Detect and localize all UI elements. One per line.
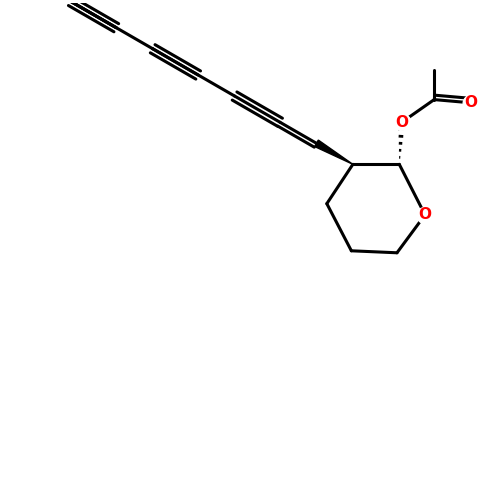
Text: O: O	[418, 208, 432, 222]
Text: O: O	[396, 115, 408, 130]
Text: O: O	[464, 96, 477, 110]
Polygon shape	[314, 140, 353, 164]
